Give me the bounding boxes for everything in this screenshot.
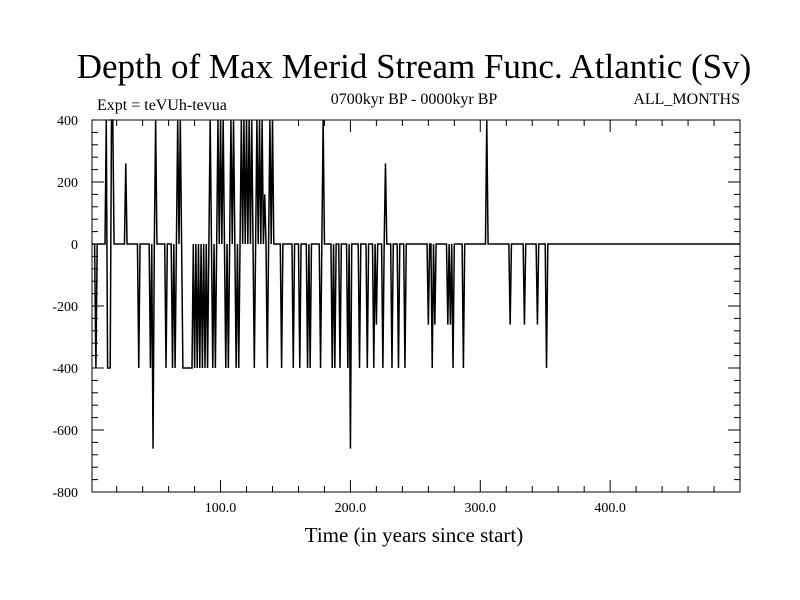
series-line — [92, 119, 740, 449]
x-tick-label: 300.0 — [465, 501, 497, 516]
plot-frame — [91, 119, 741, 493]
y-tick-label: -400 — [52, 362, 78, 377]
chart-subtitle-left: Expt = teVUh-tevua — [97, 97, 227, 114]
chart-subtitle-center: 0700kyr BP - 0000kyr BP — [331, 91, 498, 108]
y-tick-label: 0 — [71, 238, 78, 253]
y-tick-label: -600 — [52, 424, 78, 439]
y-axis: 400 200 0 -200 -400 -600 -800 — [52, 114, 740, 501]
x-axis: 100.0 200.0 300.0 400.0 — [116, 120, 715, 516]
y-tick-label: -800 — [52, 486, 78, 501]
x-tick-label: 100.0 — [205, 501, 237, 516]
chart-title: Depth of Max Merid Stream Func. Atlantic… — [77, 47, 752, 86]
series-layer — [92, 119, 740, 449]
x-axis-label: Time (in years since start) — [305, 523, 524, 547]
x-tick-label: 400.0 — [594, 501, 626, 516]
y-tick-label: 400 — [57, 114, 78, 129]
chart-subtitle-right: ALL_MONTHS — [633, 91, 740, 108]
x-tick-label: 200.0 — [335, 501, 367, 516]
y-tick-label: 200 — [57, 176, 78, 191]
y-tick-label: -200 — [52, 300, 78, 315]
